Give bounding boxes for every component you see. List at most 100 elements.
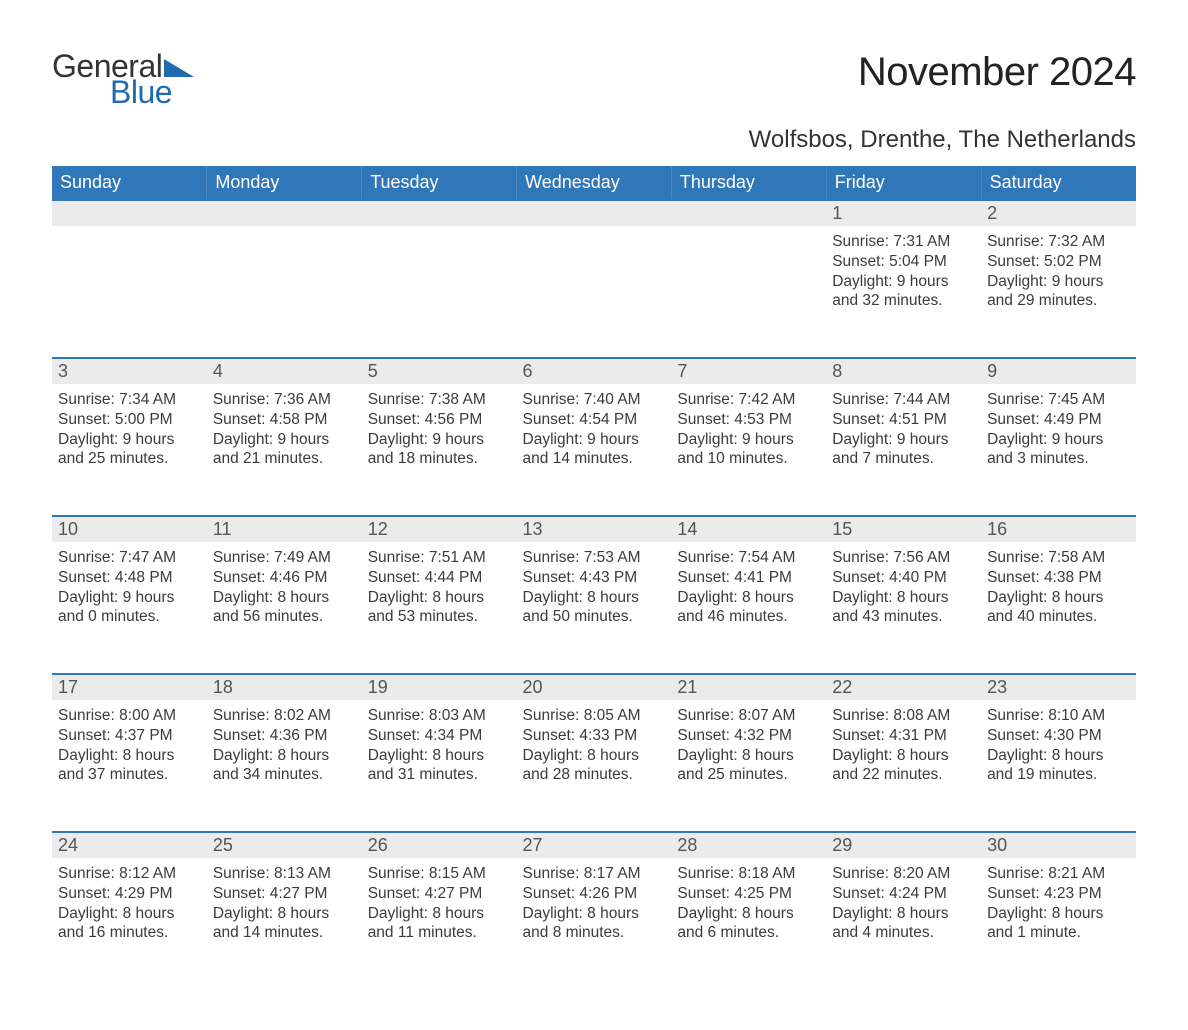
day-cell: Sunrise: 7:51 AMSunset: 4:44 PMDaylight:… [362,542,517,674]
daynum-cell: 11 [207,516,362,542]
daylight-line: Daylight: 8 hours and 11 minutes. [368,904,511,944]
sun-calendar-table: SundayMondayTuesdayWednesdayThursdayFrid… [52,166,1136,990]
day-number: 2 [987,203,997,223]
day-number: 1 [832,203,842,223]
day-cell-body: Sunrise: 7:56 AMSunset: 4:40 PMDaylight:… [826,542,981,635]
daynum-cell: 1 [826,200,981,226]
sunrise-line: Sunrise: 8:18 AM [677,864,820,884]
sunset-line: Sunset: 4:31 PM [832,726,975,746]
day-cell: Sunrise: 8:00 AMSunset: 4:37 PMDaylight:… [52,700,207,832]
sunset-line: Sunset: 4:44 PM [368,568,511,588]
sunrise-line: Sunrise: 7:56 AM [832,548,975,568]
day-number: 9 [987,361,997,381]
daynum-cell: 30 [981,832,1136,858]
daynum-cell: 10 [52,516,207,542]
sunset-line: Sunset: 4:48 PM [58,568,201,588]
sunset-line: Sunset: 5:00 PM [58,410,201,430]
daynum-cell: 12 [362,516,517,542]
daylight-line: Daylight: 9 hours and 29 minutes. [987,272,1130,312]
daylight-line: Daylight: 8 hours and 31 minutes. [368,746,511,786]
day-number: 19 [368,677,388,697]
sunset-line: Sunset: 5:02 PM [987,252,1130,272]
daylight-line: Daylight: 9 hours and 10 minutes. [677,430,820,470]
daylight-line: Daylight: 8 hours and 14 minutes. [213,904,356,944]
sunrise-line: Sunrise: 8:02 AM [213,706,356,726]
sunset-line: Sunset: 4:54 PM [523,410,666,430]
daylight-line: Daylight: 8 hours and 43 minutes. [832,588,975,628]
day-cell: Sunrise: 8:20 AMSunset: 4:24 PMDaylight:… [826,858,981,990]
day-cell: Sunrise: 8:10 AMSunset: 4:30 PMDaylight:… [981,700,1136,832]
sunset-line: Sunset: 4:34 PM [368,726,511,746]
daylight-line: Daylight: 8 hours and 6 minutes. [677,904,820,944]
sunrise-line: Sunrise: 8:12 AM [58,864,201,884]
daynum-cell: 4 [207,358,362,384]
day-cell-body: Sunrise: 7:54 AMSunset: 4:41 PMDaylight:… [671,542,826,635]
sunrise-line: Sunrise: 8:05 AM [523,706,666,726]
day-cell: Sunrise: 7:40 AMSunset: 4:54 PMDaylight:… [517,384,672,516]
location-subtitle: Wolfsbos, Drenthe, The Netherlands [52,126,1136,154]
day-cell: Sunrise: 7:45 AMSunset: 4:49 PMDaylight:… [981,384,1136,516]
day-number: 24 [58,835,78,855]
daynum-cell: 28 [671,832,826,858]
sunset-line: Sunset: 5:04 PM [832,252,975,272]
weekday-header: Tuesday [362,166,517,200]
daynum-cell: 23 [981,674,1136,700]
sunrise-line: Sunrise: 7:38 AM [368,390,511,410]
daylight-line: Daylight: 8 hours and 19 minutes. [987,746,1130,786]
daynum-cell: 14 [671,516,826,542]
day-cell-body: Sunrise: 7:51 AMSunset: 4:44 PMDaylight:… [362,542,517,635]
sunset-line: Sunset: 4:40 PM [832,568,975,588]
day-number: 8 [832,361,842,381]
daynum-cell: 8 [826,358,981,384]
sunset-line: Sunset: 4:27 PM [213,884,356,904]
day-number: 29 [832,835,852,855]
sunrise-line: Sunrise: 7:40 AM [523,390,666,410]
sunset-line: Sunset: 4:29 PM [58,884,201,904]
daynum-row: 17181920212223 [52,674,1136,700]
day-cell-body: Sunrise: 8:02 AMSunset: 4:36 PMDaylight:… [207,700,362,793]
daylight-line: Daylight: 8 hours and 25 minutes. [677,746,820,786]
day-cell-body: Sunrise: 7:40 AMSunset: 4:54 PMDaylight:… [517,384,672,477]
day-cell: Sunrise: 7:58 AMSunset: 4:38 PMDaylight:… [981,542,1136,674]
daynum-cell: 19 [362,674,517,700]
sunset-line: Sunset: 4:43 PM [523,568,666,588]
sunrise-line: Sunrise: 7:34 AM [58,390,201,410]
daylight-line: Daylight: 9 hours and 32 minutes. [832,272,975,312]
daylight-line: Daylight: 9 hours and 0 minutes. [58,588,201,628]
sunset-line: Sunset: 4:36 PM [213,726,356,746]
day-cell-body: Sunrise: 8:08 AMSunset: 4:31 PMDaylight:… [826,700,981,793]
daylight-line: Daylight: 9 hours and 25 minutes. [58,430,201,470]
day-cell-body: Sunrise: 7:47 AMSunset: 4:48 PMDaylight:… [52,542,207,635]
sunset-line: Sunset: 4:58 PM [213,410,356,430]
day-cell [52,226,207,358]
day-cell: Sunrise: 7:42 AMSunset: 4:53 PMDaylight:… [671,384,826,516]
sunset-line: Sunset: 4:56 PM [368,410,511,430]
week-content-row: Sunrise: 8:00 AMSunset: 4:37 PMDaylight:… [52,700,1136,832]
day-cell: Sunrise: 7:31 AMSunset: 5:04 PMDaylight:… [826,226,981,358]
day-cell-body: Sunrise: 7:53 AMSunset: 4:43 PMDaylight:… [517,542,672,635]
sunset-line: Sunset: 4:27 PM [368,884,511,904]
sunrise-line: Sunrise: 7:44 AM [832,390,975,410]
weekday-header: Sunday [52,166,207,200]
daylight-line: Daylight: 8 hours and 37 minutes. [58,746,201,786]
brand-word2: Blue [110,76,172,108]
daynum-row: 3456789 [52,358,1136,384]
day-number: 30 [987,835,1007,855]
daylight-line: Daylight: 9 hours and 7 minutes. [832,430,975,470]
day-cell-body: Sunrise: 8:03 AMSunset: 4:34 PMDaylight:… [362,700,517,793]
day-cell: Sunrise: 8:05 AMSunset: 4:33 PMDaylight:… [517,700,672,832]
day-cell: Sunrise: 7:34 AMSunset: 5:00 PMDaylight:… [52,384,207,516]
day-cell: Sunrise: 7:49 AMSunset: 4:46 PMDaylight:… [207,542,362,674]
daylight-line: Daylight: 8 hours and 8 minutes. [523,904,666,944]
weekday-header-row: SundayMondayTuesdayWednesdayThursdayFrid… [52,166,1136,200]
day-cell-body: Sunrise: 8:15 AMSunset: 4:27 PMDaylight:… [362,858,517,951]
weekday-header: Saturday [981,166,1136,200]
day-number: 23 [987,677,1007,697]
week-content-row: Sunrise: 8:12 AMSunset: 4:29 PM Daylight:… [52,858,1136,990]
day-cell: Sunrise: 8:03 AMSunset: 4:34 PMDaylight:… [362,700,517,832]
day-number: 6 [523,361,533,381]
daylight-line: Daylight: 8 hours and 50 minutes. [523,588,666,628]
day-number: 21 [677,677,697,697]
sunrise-line: Sunrise: 7:31 AM [832,232,975,252]
sunrise-line: Sunrise: 7:36 AM [213,390,356,410]
